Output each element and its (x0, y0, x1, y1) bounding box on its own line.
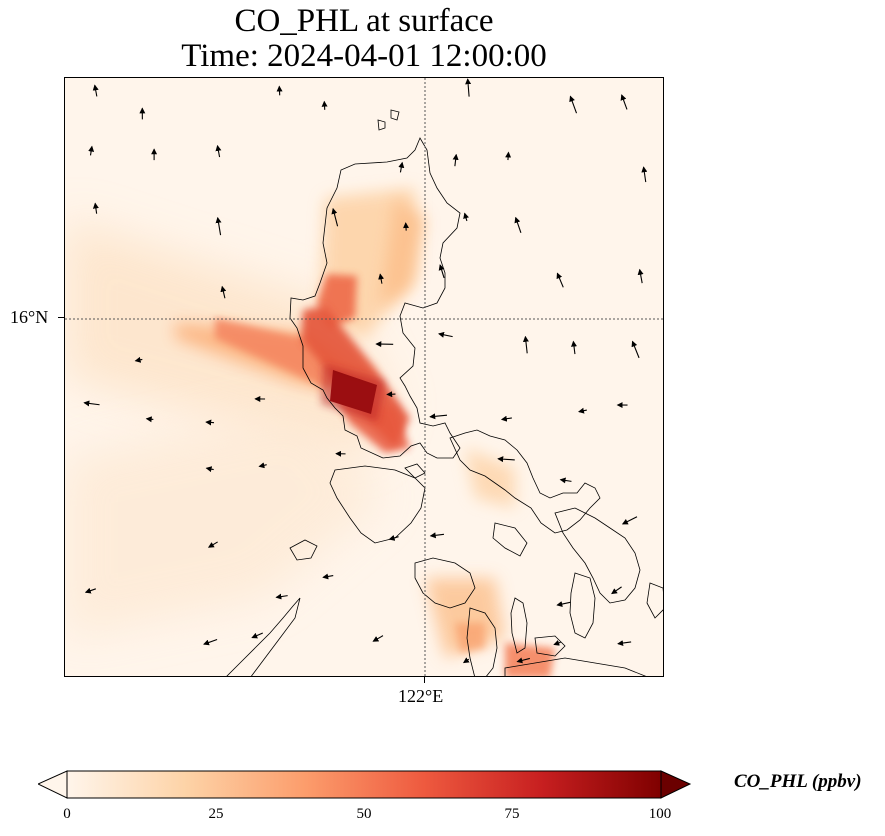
wind-vector-15 (215, 216, 222, 236)
colorbar-tick-25: 25 (208, 806, 224, 822)
coastline-masbate (492, 522, 528, 557)
wind-vector-44 (559, 477, 572, 484)
coastline-leyte (569, 572, 596, 639)
wind-vector-24 (637, 268, 644, 284)
wind-vector-38 (578, 407, 587, 414)
wind-vector-56 (372, 635, 384, 642)
colorbar (36, 770, 692, 807)
plume-east-lobe (380, 198, 425, 308)
lat-tick-label: 16°N (10, 307, 49, 327)
plume-broad-south (65, 408, 385, 638)
wind-vector-0 (92, 84, 99, 97)
plume-southeast-4 (455, 623, 485, 653)
coastline-bohol (534, 635, 566, 657)
wind-vector-32 (145, 416, 154, 423)
wind-vector-10 (398, 161, 405, 173)
coastline-samar (554, 507, 641, 604)
wind-vector-52 (556, 601, 571, 607)
coastline-panay (414, 557, 476, 609)
wind-vector-22 (438, 264, 445, 279)
colorbar-tick-100: 100 (648, 806, 672, 822)
wind-vector-9 (215, 144, 222, 158)
wind-vector-13 (641, 166, 648, 183)
wind-vector-7 (88, 145, 95, 156)
coastline-island-north-2 (390, 109, 400, 121)
wind-vector-5 (569, 95, 578, 114)
wind-vector-60 (617, 640, 632, 647)
wind-vector-43 (497, 456, 515, 463)
wind-vector-21 (378, 273, 385, 284)
wind-vector-45 (207, 541, 218, 548)
wind-vector-53 (611, 586, 622, 595)
tick-mark-lon (424, 677, 425, 683)
wind-vector-30 (631, 340, 640, 359)
wind-vector-11 (452, 153, 459, 167)
wind-vector-18 (463, 212, 469, 222)
wind-vector-40 (205, 466, 214, 473)
colorbar-tick-75: 75 (504, 806, 520, 822)
concentration-field (65, 188, 555, 676)
wind-vector-50 (275, 593, 288, 600)
coastline-marinduque (404, 463, 426, 479)
tick-mark-lat (58, 317, 64, 318)
colorbar-tick-0: 0 (63, 806, 71, 822)
colorbar-tick-50: 50 (356, 806, 372, 822)
wind-vector-51 (322, 573, 334, 580)
plume-core-halo (321, 364, 385, 422)
wind-vector-25 (134, 356, 143, 363)
wind-vector-31 (83, 400, 100, 407)
lon-tick-label: 122°E (398, 686, 444, 706)
wind-vector-6 (620, 94, 628, 110)
wind-vector-36 (429, 413, 448, 420)
wind-vector-37 (500, 415, 512, 422)
plume-southeast-1 (465, 448, 515, 508)
colorbar-max-extend (660, 770, 692, 799)
wind-vector-33 (205, 419, 215, 426)
coastline-palawan (226, 597, 301, 676)
coastline-island-sw (289, 539, 318, 561)
wind-vector-14 (92, 202, 99, 214)
map-canvas (65, 78, 663, 676)
coastline-island-north-1 (377, 119, 386, 131)
wind-vector-41 (258, 462, 267, 469)
colorbar-label: CO_PHL (ppbv) (734, 771, 862, 792)
wind-vector-23 (556, 272, 564, 288)
wind-vector-4 (465, 78, 472, 97)
wind-vector-12 (505, 151, 512, 161)
coastlines (226, 109, 663, 676)
wind-vectors (83, 78, 648, 664)
wind-vector-57 (462, 657, 470, 664)
wind-vector-19 (514, 216, 522, 233)
wind-vector-20 (220, 285, 227, 299)
wind-vector-59 (553, 640, 561, 646)
coastline-mindanao (504, 657, 647, 676)
colorbar-gradient (66, 770, 662, 799)
coastline-bicol (449, 429, 601, 534)
wind-vector-16 (331, 207, 339, 227)
wind-vector-48 (621, 516, 638, 525)
wind-vector-27 (438, 331, 453, 338)
wind-vector-49 (84, 587, 96, 594)
wind-vector-46 (388, 534, 399, 541)
coastline-negros (466, 607, 498, 676)
coastline-luzon (289, 137, 461, 459)
plot-title: CO_PHL at surface Time: 2024-04-01 12:00… (64, 4, 664, 74)
gridlines (65, 78, 663, 676)
coastline-cebu (510, 597, 528, 654)
plume-southeast-3 (505, 643, 555, 676)
colorbar-min-extend (36, 770, 68, 799)
colorbar-canvas (36, 770, 692, 799)
map-panel (64, 77, 664, 677)
wind-vector-29 (571, 340, 577, 355)
wind-vector-28 (522, 335, 529, 354)
plume-central-band (215, 318, 345, 388)
wind-vector-47 (429, 532, 445, 539)
title-line-2: Time: 2024-04-01 12:00:00 (181, 38, 547, 74)
wind-vector-54 (203, 638, 218, 646)
wind-vector-58 (516, 657, 530, 664)
coastline-island-east (646, 582, 663, 619)
wind-vector-55 (251, 632, 264, 639)
title-line-1: CO_PHL at surface (234, 3, 494, 39)
coastline-mindoro (329, 465, 426, 544)
